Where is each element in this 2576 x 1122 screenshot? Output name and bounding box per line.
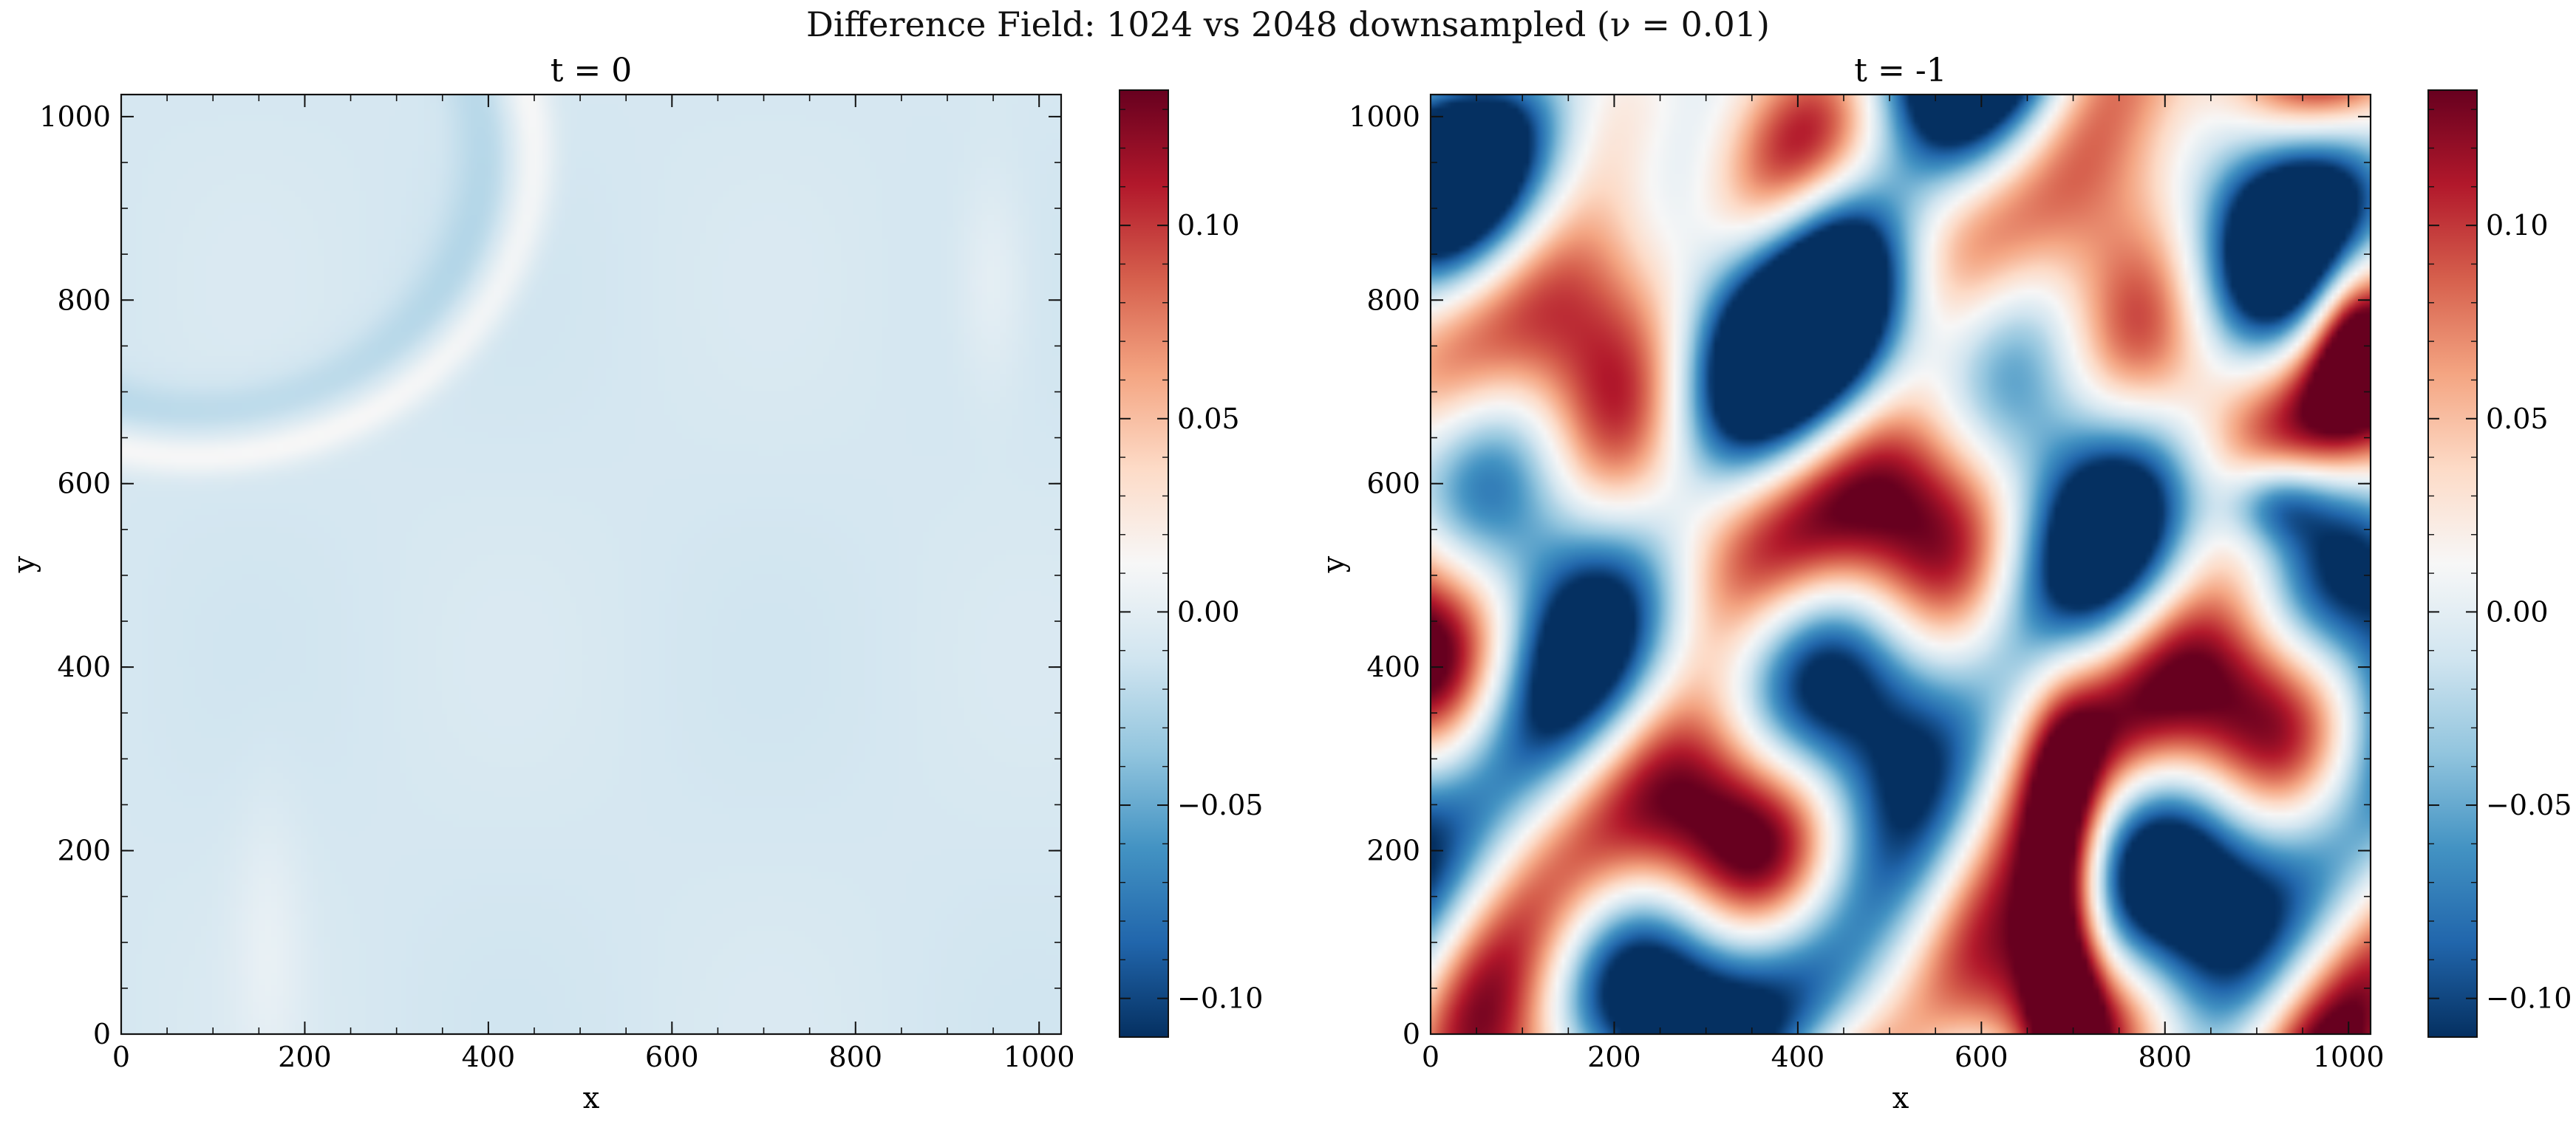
colorbar — [1120, 90, 1168, 1037]
x-tick-label: 800 — [2138, 1041, 2192, 1073]
y-tick-label: 400 — [57, 651, 111, 683]
colorbar-tick-label: −0.10 — [1177, 982, 1263, 1015]
colorbar-frame — [1119, 89, 1169, 1038]
x-tick-label: 200 — [278, 1041, 332, 1073]
x-tick-label: 600 — [1955, 1041, 2008, 1073]
x-axis-label: x — [583, 1081, 600, 1115]
figure-suptitle: Difference Field: 1024 vs 2048 downsampl… — [806, 4, 1770, 44]
y-tick-label: 600 — [57, 468, 111, 500]
x-tick-label: 0 — [1422, 1041, 1439, 1073]
colorbar-tick-label: 0.00 — [2486, 595, 2549, 628]
x-tick-label: 600 — [645, 1041, 699, 1073]
x-tick-label: 200 — [1587, 1041, 1641, 1073]
heatmap-image — [121, 95, 1061, 1034]
x-tick-label: 1000 — [1004, 1041, 1075, 1073]
x-tick-label: 0 — [112, 1041, 130, 1073]
y-axis-label: y — [7, 555, 41, 573]
axes-frame — [120, 93, 1063, 1036]
colorbar-frame — [2427, 89, 2478, 1038]
colorbar-tick-label: 0.05 — [2486, 403, 2549, 435]
colorbar-tick-label: 0.10 — [2486, 209, 2549, 242]
colorbar-tick-label: −0.05 — [1177, 789, 1263, 821]
colorbar-tick-label: 0.00 — [1177, 595, 1240, 628]
heatmap-panel-1: 0 200 400 600 800 1000 0 200 400 600 800 1000 t = -1… — [1317, 52, 2572, 1115]
colorbar-tick-label: 0.10 — [1177, 209, 1240, 242]
y-tick-label: 400 — [1366, 651, 1420, 683]
x-tick-label: 400 — [462, 1041, 516, 1073]
y-tick-label: 0 — [1403, 1018, 1420, 1050]
panel-title: t = -1 — [1854, 52, 1946, 89]
y-tick-label: 800 — [1366, 284, 1420, 316]
x-tick-label: 400 — [1771, 1041, 1825, 1073]
y-tick-label: 800 — [57, 284, 111, 316]
axes-frame — [1429, 93, 2372, 1036]
colorbar — [2428, 90, 2477, 1037]
x-axis-label: x — [1892, 1081, 1909, 1115]
panel-title: t = 0 — [551, 52, 633, 89]
y-tick-label: 200 — [1366, 835, 1420, 867]
y-axis-label: y — [1317, 555, 1351, 573]
x-tick-label: 800 — [828, 1041, 882, 1073]
colorbar-tick-label: −0.10 — [2486, 982, 2572, 1015]
heatmap-image — [1431, 95, 2371, 1034]
heatmap-panel-0: 0 200 400 600 800 1000 0 200 400 600 800 1000 t = 0 x… — [7, 52, 1263, 1115]
y-tick-label: 1000 — [1349, 100, 1420, 133]
y-tick-label: 200 — [57, 835, 111, 867]
y-tick-label: 600 — [1366, 468, 1420, 500]
colorbar-tick-label: 0.05 — [1177, 403, 1240, 435]
colorbar-tick-label: −0.05 — [2486, 789, 2572, 821]
y-tick-label: 0 — [93, 1018, 111, 1050]
x-tick-label: 1000 — [2313, 1041, 2385, 1073]
y-tick-label: 1000 — [39, 100, 111, 133]
